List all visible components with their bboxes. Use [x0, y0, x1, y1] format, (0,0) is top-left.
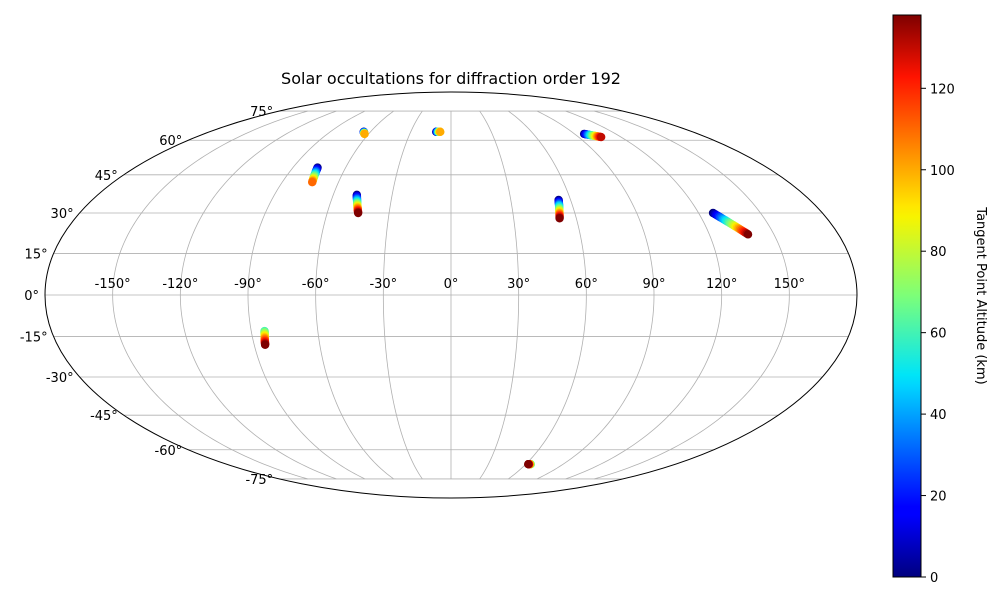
latitude-tick-label: -45°: [90, 409, 118, 424]
colorbar-tick-label: 40: [930, 408, 947, 423]
latitude-tick-label: 0°: [24, 289, 39, 304]
colorbar-tick-label: 120: [930, 82, 955, 97]
map-boundary: [44, 91, 858, 499]
latitude-tick-label: -15°: [20, 331, 48, 346]
graticule: [45, 110, 857, 480]
latitude-tick-label: 45°: [95, 169, 118, 184]
colorbar-tick-label: 0: [930, 571, 938, 586]
longitude-tick-label: 90°: [642, 277, 665, 292]
colorbar-scale: [892, 14, 922, 578]
latitude-tick-label: 60°: [159, 134, 182, 149]
colorbar-tick-label: 60: [930, 327, 947, 342]
colorbar-tick-label: 20: [930, 490, 947, 505]
occultation-point: [596, 132, 606, 142]
longitude-tick-label: 120°: [706, 277, 737, 292]
occultation-point: [308, 178, 317, 187]
colorbar-ticks: 0 20 40 60 80 100 120: [921, 82, 955, 586]
latitude-tick-label: 15°: [25, 247, 48, 262]
latitude-tick-label: 75°: [250, 105, 273, 120]
colorbar-tick-label: 80: [930, 245, 947, 260]
colorbar: 0 20 40 60 80 100 120 Tangent Point Altitude (…: [892, 14, 988, 586]
longitude-tick-label: -90°: [234, 277, 262, 292]
occultation-point: [360, 129, 369, 139]
longitude-tick-label: 0°: [444, 277, 459, 292]
occultation-point: [436, 127, 445, 137]
longitude-tick-label: 60°: [575, 277, 598, 292]
occultation-point: [555, 214, 564, 223]
chart-title: Solar occultations for diffraction order…: [281, 69, 621, 88]
latitude-tick-label: -60°: [155, 444, 183, 459]
occultation-point: [260, 340, 270, 349]
occultation-point: [353, 208, 363, 218]
latitude-tick-label: -30°: [46, 371, 74, 386]
occultation-point: [743, 230, 753, 239]
longitude-tick-label: 150°: [774, 277, 805, 292]
colorbar-tick-label: 100: [930, 164, 955, 179]
occultation-points: [260, 127, 753, 469]
longitude-tick-label: -30°: [369, 277, 397, 292]
longitude-tick-label: -120°: [162, 277, 198, 292]
longitude-tick-label: -60°: [302, 277, 330, 292]
latitude-tick-label: -75°: [245, 473, 273, 488]
longitude-tick-label: -150°: [95, 277, 131, 292]
occultation-point: [524, 460, 533, 469]
longitude-tick-label: 30°: [507, 277, 530, 292]
axis-tick-labels: -150° -120° -90° -60° -30° 0° 30° 60° 90° 120° 150…: [20, 105, 805, 488]
colorbar-label: Tangent Point Altitude (km): [973, 206, 988, 384]
latitude-tick-label: 30°: [51, 207, 74, 222]
